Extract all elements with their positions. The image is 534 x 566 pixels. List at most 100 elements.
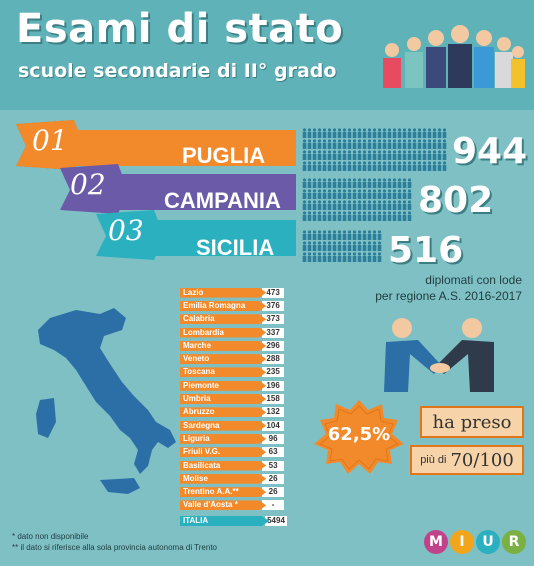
person-icon <box>307 178 312 188</box>
person-icon <box>302 230 307 240</box>
person-icon <box>322 189 327 199</box>
person-icon <box>312 178 317 188</box>
people-group-icon <box>383 25 525 88</box>
person-icon <box>347 230 352 240</box>
table-row: Lazio 473 <box>180 286 284 299</box>
person-icon <box>362 189 367 199</box>
person-icon <box>422 150 427 160</box>
person-icon <box>322 241 327 251</box>
person-icon <box>372 200 377 210</box>
person-icon <box>322 178 327 188</box>
person-icon <box>332 150 337 160</box>
person-icon <box>382 150 387 160</box>
person-icon <box>442 128 447 138</box>
page-subtitle: scuole secondarie di II° grado <box>18 60 337 82</box>
person-icon <box>407 200 412 210</box>
person-icon <box>307 241 312 251</box>
person-icon <box>302 178 307 188</box>
table-row-value: 376 <box>262 300 284 311</box>
person-icon <box>337 230 342 240</box>
person-icon <box>302 189 307 199</box>
person-icon <box>432 128 437 138</box>
table-row-value: 473 <box>262 287 284 298</box>
person-icon <box>337 139 342 149</box>
person-icon <box>312 128 317 138</box>
person-icon <box>332 139 337 149</box>
person-icon <box>337 200 342 210</box>
person-icon <box>327 211 332 221</box>
person-icon <box>372 178 377 188</box>
person-icon <box>327 128 332 138</box>
person-icon <box>332 178 337 188</box>
person-icon <box>347 200 352 210</box>
table-row-value: 53 <box>262 460 284 471</box>
person-icon <box>307 139 312 149</box>
person-icon <box>302 139 307 149</box>
person-icon <box>312 211 317 221</box>
person-icon <box>377 241 382 251</box>
person-icon <box>397 161 402 171</box>
person-icon <box>342 178 347 188</box>
person-icon <box>307 161 312 171</box>
table-row-name: Basilicata <box>180 460 267 471</box>
table-row: Molise 26 <box>180 472 284 485</box>
ribbon-campania <box>60 164 296 214</box>
person-icon <box>362 211 367 221</box>
table-row: Friuli V.G. 63 <box>180 446 284 459</box>
person-icon <box>347 211 352 221</box>
person-icon <box>382 161 387 171</box>
person-icon <box>377 211 382 221</box>
person-icon <box>312 150 317 160</box>
person-icon <box>332 128 337 138</box>
person-icon <box>432 150 437 160</box>
person-icon <box>407 189 412 199</box>
person-icon <box>302 150 307 160</box>
person-icon <box>437 161 442 171</box>
person-icon <box>317 189 322 199</box>
person-icon <box>342 150 347 160</box>
handshake-icon <box>384 318 494 392</box>
piu-di-value: 70/100 <box>450 449 514 471</box>
person-icon <box>337 178 342 188</box>
person-icon <box>367 189 372 199</box>
person-icon <box>407 211 412 221</box>
ribbon-puglia <box>16 120 296 170</box>
person-icon <box>302 241 307 251</box>
person-icon <box>327 230 332 240</box>
person-icon <box>392 139 397 149</box>
person-icon <box>357 150 362 160</box>
table-row-name: Valle d'Aosta * <box>180 500 267 511</box>
rank-3: 03 <box>108 214 144 247</box>
person-icon <box>332 200 337 210</box>
page-title: Esami di stato <box>16 6 344 52</box>
person-icon <box>437 150 442 160</box>
table-row-value: 235 <box>262 367 284 378</box>
table-row-name: Piemonte <box>180 380 267 391</box>
table-row-name: Liguria <box>180 433 267 444</box>
person-icon <box>347 189 352 199</box>
person-icon <box>327 161 332 171</box>
person-icon <box>357 241 362 251</box>
person-icon <box>387 139 392 149</box>
person-icon <box>367 150 372 160</box>
region-table: Lazio 473 Emilia Romagna 376 Calabria 373 Lomb… <box>180 286 284 512</box>
table-row: Liguria 96 <box>180 432 284 445</box>
count-2: 802 <box>418 180 494 221</box>
table-row-value: 104 <box>262 420 284 431</box>
person-icon <box>312 252 317 262</box>
percent-value: 62,5% <box>327 424 391 445</box>
person-icon <box>397 128 402 138</box>
person-icon <box>362 252 367 262</box>
table-row-value: 26 <box>262 473 284 484</box>
person-icon <box>332 189 337 199</box>
person-icon <box>357 200 362 210</box>
person-icon <box>352 200 357 210</box>
table-row-name: Calabria <box>180 314 267 325</box>
person-icon <box>372 252 377 262</box>
person-icon <box>302 211 307 221</box>
ha-preso-text: ha preso <box>432 411 512 433</box>
table-row-name: Trentino A.A.** <box>180 487 267 498</box>
person-icon <box>397 189 402 199</box>
person-icon <box>352 252 357 262</box>
person-icon <box>307 189 312 199</box>
